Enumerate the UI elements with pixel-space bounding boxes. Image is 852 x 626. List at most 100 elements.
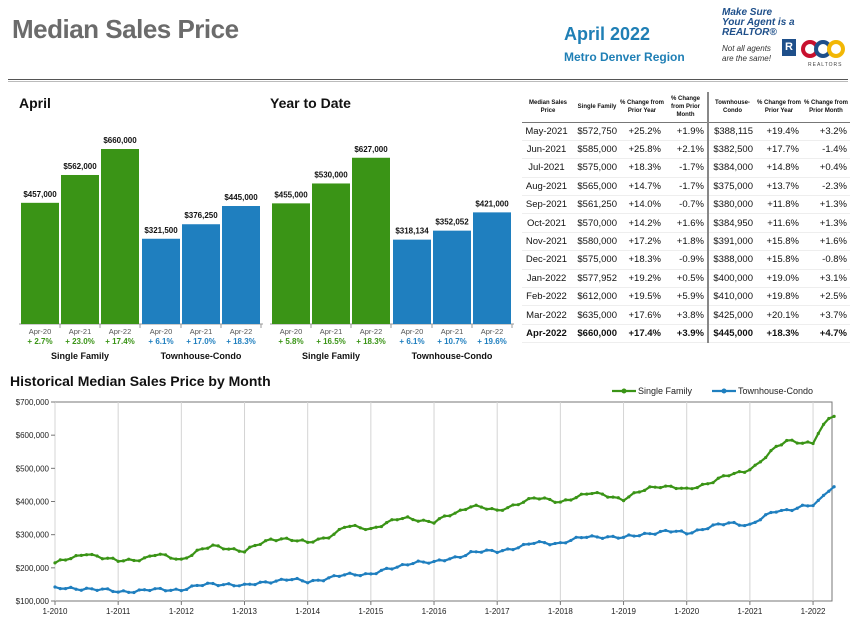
- series-point: [785, 508, 789, 512]
- series-point: [511, 503, 515, 507]
- table-cell: $445,000: [713, 327, 753, 339]
- series-point: [621, 535, 626, 539]
- realtor-brand-text: REALTORS: [808, 62, 843, 68]
- table-cell: $384,000: [713, 162, 753, 174]
- series-point: [290, 538, 294, 543]
- table-cell: +14.8%: [766, 162, 800, 174]
- series-point: [337, 527, 341, 532]
- table-cell: +18.3%: [628, 162, 662, 174]
- series-point: [816, 431, 820, 436]
- series-point: [506, 506, 510, 510]
- table-cell: Aug-2021: [525, 180, 568, 192]
- series-point: [827, 489, 831, 493]
- series-point: [74, 554, 78, 558]
- series-point: [379, 524, 383, 529]
- april-bar: [222, 206, 260, 324]
- series-point: [753, 520, 757, 524]
- series-point: [727, 521, 731, 525]
- ytd-change-label: + 6.1%: [399, 337, 424, 346]
- series-point: [432, 521, 436, 525]
- series-point: [274, 539, 278, 543]
- table-cell: $580,000: [577, 236, 617, 248]
- table-col-header: Townhouse-Condo: [715, 99, 750, 114]
- series-point: [90, 552, 94, 557]
- table-col-header: Single Family: [577, 103, 617, 110]
- april-change-label: + 17.0%: [186, 337, 216, 346]
- table-cell: -1.7%: [664, 177, 709, 196]
- ytd-bar: [473, 212, 511, 324]
- table-cell: $635,000: [577, 309, 617, 321]
- series-point: [832, 485, 836, 489]
- table-cell: +1.6%: [819, 236, 847, 248]
- series-point: [295, 539, 299, 543]
- series-point: [453, 511, 457, 515]
- series-point: [416, 519, 420, 523]
- series-point: [616, 536, 620, 540]
- ytd-chart-title: Year to Date: [270, 95, 351, 111]
- series-point: [84, 586, 89, 590]
- series-point: [300, 538, 305, 542]
- series-point: [311, 540, 315, 544]
- series-point: [385, 521, 389, 525]
- series-point: [606, 535, 610, 539]
- series-point: [53, 561, 57, 565]
- history-y-label: $200,000: [16, 564, 50, 573]
- realtor-tagline-1: Make Sure: [722, 7, 773, 18]
- series-point: [669, 530, 673, 534]
- legend-label: Townhouse-Condo: [738, 386, 813, 396]
- series-point: [127, 590, 131, 594]
- series-point: [332, 574, 336, 578]
- table-header-row: Median Sales Price Single Family % Chang…: [522, 92, 850, 122]
- series-point: [153, 553, 157, 558]
- series-point: [548, 497, 552, 502]
- realtor-logo: Make Sure Your Agent is a REALTOR® Not a…: [722, 8, 846, 68]
- table-row: Mar-2022 $635,000 +17.6% +3.8% $425,000 +20.1…: [522, 305, 850, 325]
- realtor-note-1: Not all agents: [722, 44, 771, 53]
- series-point: [579, 492, 584, 496]
- table-cell: +3.1%: [819, 272, 847, 284]
- table-cell: +19.8%: [766, 291, 800, 303]
- series-point: [532, 496, 536, 500]
- april-group-label: Townhouse-Condo: [161, 351, 242, 361]
- series-line-townhouse-condo: [54, 485, 835, 594]
- ytd-group-label: Single Family: [302, 351, 360, 361]
- ytd-category-label: Apr-20: [401, 327, 424, 336]
- history-x-label: 1-2019: [611, 607, 636, 616]
- series-point: [253, 582, 257, 587]
- series-point: [800, 441, 805, 445]
- table-cell: $575,000: [577, 254, 617, 266]
- table-cell: +15.8%: [766, 236, 800, 248]
- table-cell: $425,000: [713, 309, 753, 321]
- table-cell: $388,115: [714, 125, 753, 137]
- table-cell: +15.8%: [766, 254, 800, 266]
- series-point: [63, 558, 68, 562]
- series-point: [411, 561, 415, 566]
- series-point: [327, 576, 331, 580]
- series-point: [706, 482, 710, 486]
- series-point: [306, 540, 310, 544]
- series-point: [679, 486, 684, 490]
- series-point: [321, 536, 326, 540]
- series-point: [485, 548, 489, 552]
- series-point: [179, 589, 183, 593]
- series-point: [711, 523, 715, 527]
- series-point: [458, 555, 462, 560]
- series-point: [616, 496, 620, 500]
- history-y-label: $300,000: [16, 531, 50, 540]
- table-cell: $380,000: [713, 199, 753, 211]
- table-cell: $570,000: [577, 217, 617, 229]
- table-cell: +3.2%: [819, 125, 847, 137]
- series-point: [227, 582, 231, 586]
- table-cell: +17.2%: [628, 236, 662, 248]
- table-col-header: Median Sales Price: [528, 99, 567, 114]
- table-cell: -0.8%: [822, 254, 847, 266]
- series-point: [185, 556, 189, 560]
- legend-marker: [721, 388, 727, 394]
- table-row: May-2021 $572,750 +25.2% +1.9% $388,115 +19.4…: [522, 122, 850, 141]
- series-point: [342, 573, 347, 577]
- table-cell: Dec-2021: [525, 254, 568, 266]
- series-point: [579, 536, 584, 540]
- april-change-label: + 6.1%: [148, 337, 173, 346]
- series-point: [737, 469, 741, 474]
- series-point: [163, 589, 168, 593]
